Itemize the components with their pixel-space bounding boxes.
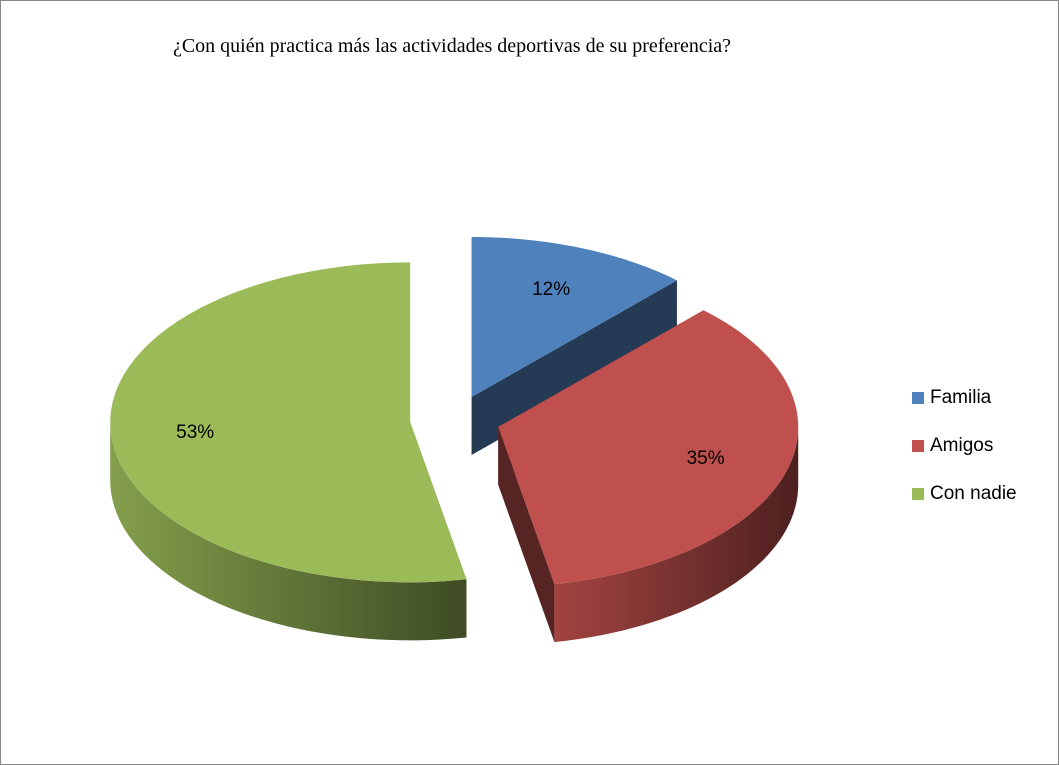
data-label: 12%: [532, 279, 570, 300]
slice: [471, 236, 677, 397]
legend-label: Con nadie: [930, 483, 1017, 504]
slice: [498, 310, 799, 585]
data-label: 35%: [687, 448, 725, 469]
slice-wall: [471, 280, 677, 455]
legend-swatch: [912, 392, 924, 404]
legend-label: Familia: [930, 387, 992, 408]
slice-wall: [498, 426, 555, 643]
data-label: 53%: [176, 422, 214, 443]
chart-title: ¿Con quién practica más las actividades …: [173, 35, 731, 57]
slice-side: [554, 426, 799, 643]
legend-swatch: [912, 440, 924, 452]
slice: [110, 262, 467, 583]
legend-label: Amigos: [930, 435, 993, 456]
legend-swatch: [912, 488, 924, 500]
slice-side: [110, 422, 467, 641]
